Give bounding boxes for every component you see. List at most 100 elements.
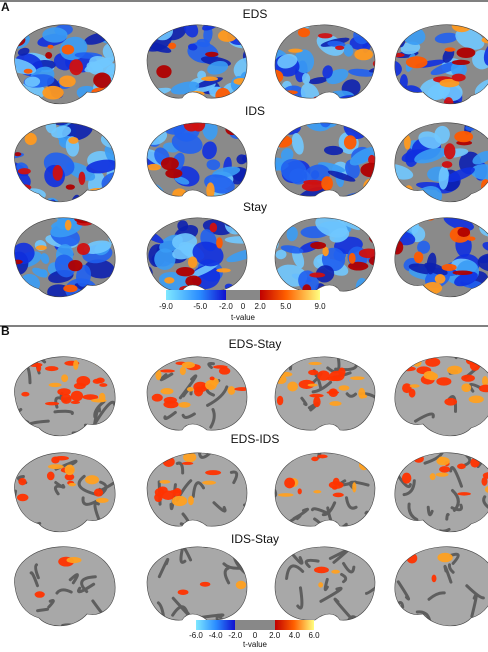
activation [317,162,346,173]
activation [390,0,424,19]
activation [147,186,150,197]
activation [183,452,197,463]
activation [455,28,485,50]
activation [152,24,166,29]
activation [42,85,64,100]
activation [83,217,94,219]
activation [360,162,375,178]
activation [288,48,303,53]
activation [427,83,451,101]
activation [394,26,399,37]
activation [176,266,195,277]
sulcus [113,597,116,606]
sulcus [53,409,74,415]
row-label: IDS [245,104,265,118]
activation [95,497,109,503]
activation [331,569,340,574]
activation [332,477,340,486]
activation [64,219,72,231]
brain-outline [274,24,376,99]
activation [338,385,350,391]
panel-label: A [1,0,10,14]
activation [233,78,247,85]
activation [451,59,470,66]
activation [326,93,337,99]
activation [325,97,357,99]
activation [348,261,369,271]
activation [368,255,375,267]
brain-base [14,546,116,626]
brain-outline [274,356,376,431]
activation [226,248,247,263]
activation [313,396,321,408]
activation [352,482,357,493]
activation [84,0,108,10]
sulcus [415,610,432,626]
activation [51,456,60,464]
sulcus [365,579,375,595]
activation [151,393,163,402]
activation [147,217,166,227]
sulcus [90,349,96,355]
activation [209,376,215,381]
activation [322,65,333,79]
activation [394,217,413,224]
sulcus [334,343,344,353]
activation [439,466,451,473]
activation [163,396,178,404]
activation [457,227,471,238]
activation [402,383,412,394]
colorbar-tick: 2.0 [269,631,281,640]
activation [51,125,72,138]
brain-surface [147,122,247,216]
activation [286,226,298,242]
activation [467,197,478,202]
brain-surface [14,217,116,297]
brain-outline [274,122,376,197]
brain [14,349,116,437]
activation [291,133,304,155]
activation [444,143,456,160]
activation [479,198,488,210]
sulcus [191,520,200,527]
activation [205,379,217,391]
activation [456,122,473,125]
activation [406,552,418,564]
sulcus [189,452,202,454]
sulcus [207,362,215,370]
activation [483,43,488,66]
sulcus [402,479,416,497]
activation [308,369,319,376]
colorbar [196,620,314,630]
brain-outline [394,356,488,437]
sulcus [447,563,455,574]
activation [368,154,375,165]
sulcus [14,452,31,461]
colorbar-label: t-value [231,313,256,322]
activation [14,77,16,100]
activation [233,57,247,82]
activation [68,482,76,487]
activation [49,109,63,120]
row-label: Stay [243,200,267,214]
activation [373,24,403,51]
activation [84,286,96,297]
sulcus [147,408,149,430]
activation [196,38,211,48]
brain [146,356,248,431]
activation [320,94,340,99]
activation [400,122,412,130]
activation [91,95,116,121]
activation [21,391,30,397]
activation [152,202,168,216]
activation [47,464,64,470]
brain-outline [14,122,116,203]
activation [64,464,75,476]
activation [46,471,55,481]
activation [91,87,114,97]
colorbar-tick: 2.0 [255,302,267,311]
activation [280,245,304,254]
activation [416,192,426,200]
sulcus [396,580,410,601]
activation [311,456,319,462]
